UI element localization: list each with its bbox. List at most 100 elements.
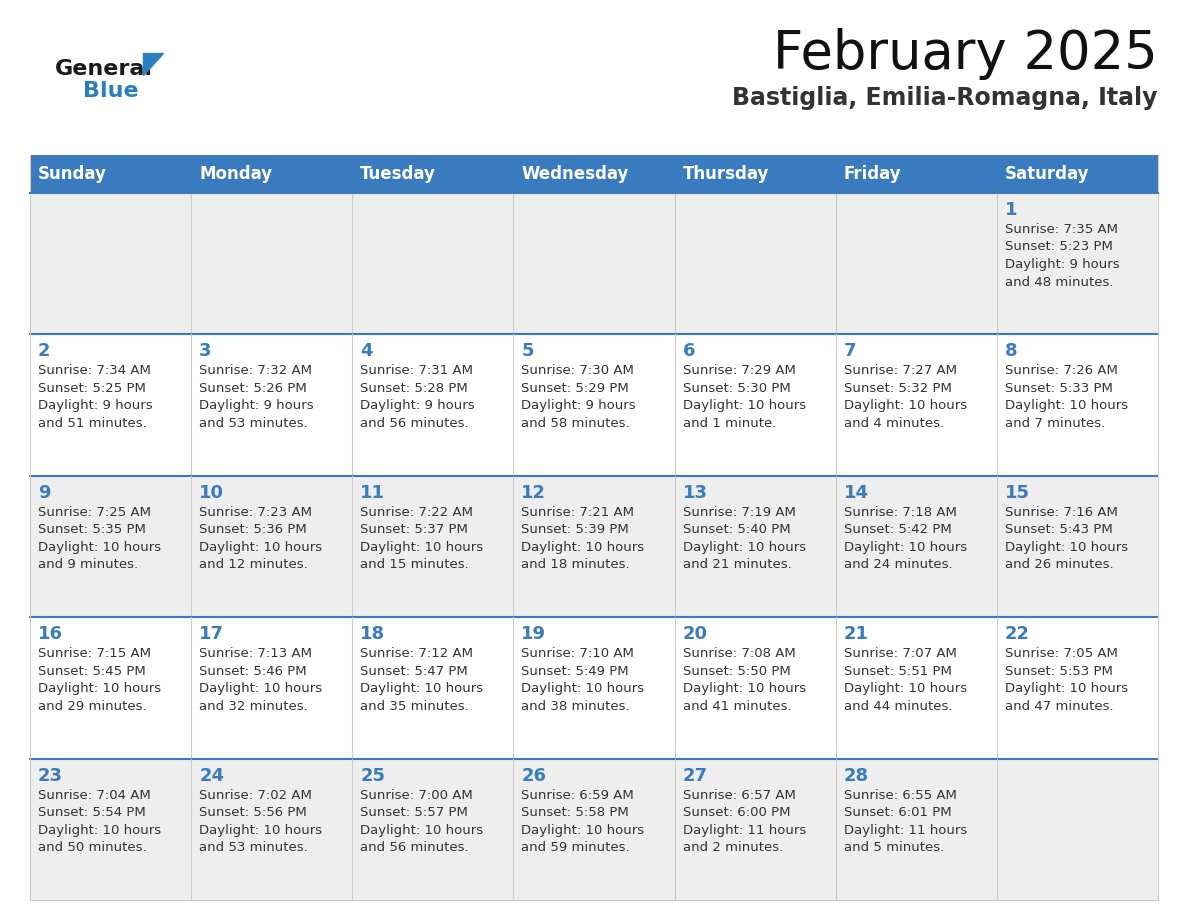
Text: Daylight: 9 hours: Daylight: 9 hours	[38, 399, 152, 412]
Text: Daylight: 10 hours: Daylight: 10 hours	[522, 682, 645, 695]
Text: and 2 minutes.: and 2 minutes.	[683, 841, 783, 854]
Text: and 47 minutes.: and 47 minutes.	[1005, 700, 1113, 712]
Text: Sunrise: 7:32 AM: Sunrise: 7:32 AM	[200, 364, 312, 377]
Text: and 32 minutes.: and 32 minutes.	[200, 700, 308, 712]
Text: Sunset: 5:33 PM: Sunset: 5:33 PM	[1005, 382, 1113, 395]
Text: Daylight: 10 hours: Daylight: 10 hours	[683, 399, 805, 412]
Text: Sunset: 5:23 PM: Sunset: 5:23 PM	[1005, 241, 1113, 253]
Text: 18: 18	[360, 625, 385, 644]
Text: and 41 minutes.: and 41 minutes.	[683, 700, 791, 712]
Text: Daylight: 10 hours: Daylight: 10 hours	[200, 823, 322, 836]
Text: and 26 minutes.: and 26 minutes.	[1005, 558, 1113, 571]
Text: Sunset: 5:58 PM: Sunset: 5:58 PM	[522, 806, 630, 819]
Text: Sunset: 5:43 PM: Sunset: 5:43 PM	[1005, 523, 1113, 536]
Text: and 51 minutes.: and 51 minutes.	[38, 417, 147, 430]
Text: Wednesday: Wednesday	[522, 165, 628, 183]
Text: Sunrise: 7:10 AM: Sunrise: 7:10 AM	[522, 647, 634, 660]
Text: Daylight: 10 hours: Daylight: 10 hours	[38, 541, 162, 554]
Text: Daylight: 10 hours: Daylight: 10 hours	[843, 541, 967, 554]
Text: Thursday: Thursday	[683, 165, 769, 183]
Text: and 29 minutes.: and 29 minutes.	[38, 700, 146, 712]
Polygon shape	[143, 53, 163, 75]
Text: 19: 19	[522, 625, 546, 644]
Text: Sunrise: 7:05 AM: Sunrise: 7:05 AM	[1005, 647, 1118, 660]
Text: Daylight: 10 hours: Daylight: 10 hours	[843, 682, 967, 695]
Text: 21: 21	[843, 625, 868, 644]
Text: and 15 minutes.: and 15 minutes.	[360, 558, 469, 571]
Text: 26: 26	[522, 767, 546, 785]
Text: 20: 20	[683, 625, 708, 644]
Text: Daylight: 9 hours: Daylight: 9 hours	[1005, 258, 1119, 271]
Text: Daylight: 10 hours: Daylight: 10 hours	[38, 682, 162, 695]
Text: Sunset: 5:45 PM: Sunset: 5:45 PM	[38, 665, 146, 677]
Text: Sunset: 5:51 PM: Sunset: 5:51 PM	[843, 665, 952, 677]
Text: Daylight: 10 hours: Daylight: 10 hours	[1005, 682, 1127, 695]
Text: Blue: Blue	[83, 81, 139, 101]
Text: Sunrise: 7:16 AM: Sunrise: 7:16 AM	[1005, 506, 1118, 519]
Text: Daylight: 9 hours: Daylight: 9 hours	[522, 399, 636, 412]
Text: Sunset: 5:39 PM: Sunset: 5:39 PM	[522, 523, 630, 536]
Text: Sunset: 5:46 PM: Sunset: 5:46 PM	[200, 665, 307, 677]
Text: 1: 1	[1005, 201, 1017, 219]
Text: Sunset: 5:28 PM: Sunset: 5:28 PM	[360, 382, 468, 395]
Text: Friday: Friday	[843, 165, 902, 183]
Text: Sunset: 6:00 PM: Sunset: 6:00 PM	[683, 806, 790, 819]
Text: Sunset: 5:53 PM: Sunset: 5:53 PM	[1005, 665, 1113, 677]
Text: 17: 17	[200, 625, 225, 644]
Text: Sunrise: 7:35 AM: Sunrise: 7:35 AM	[1005, 223, 1118, 236]
Text: and 5 minutes.: and 5 minutes.	[843, 841, 944, 854]
Bar	[30, 617, 1158, 758]
Text: Saturday: Saturday	[1005, 165, 1089, 183]
Text: Sunset: 5:49 PM: Sunset: 5:49 PM	[522, 665, 630, 677]
Text: Sunrise: 7:23 AM: Sunrise: 7:23 AM	[200, 506, 312, 519]
Text: 6: 6	[683, 342, 695, 361]
Text: February 2025: February 2025	[773, 28, 1158, 80]
Text: and 12 minutes.: and 12 minutes.	[200, 558, 308, 571]
Text: and 56 minutes.: and 56 minutes.	[360, 417, 469, 430]
Text: Sunset: 5:56 PM: Sunset: 5:56 PM	[200, 806, 307, 819]
Text: Sunrise: 7:30 AM: Sunrise: 7:30 AM	[522, 364, 634, 377]
Text: Sunset: 5:29 PM: Sunset: 5:29 PM	[522, 382, 630, 395]
Text: Sunset: 5:36 PM: Sunset: 5:36 PM	[200, 523, 307, 536]
Text: and 38 minutes.: and 38 minutes.	[522, 700, 630, 712]
Text: 23: 23	[38, 767, 63, 785]
Text: Monday: Monday	[200, 165, 272, 183]
Text: Daylight: 10 hours: Daylight: 10 hours	[360, 682, 484, 695]
Text: Sunrise: 7:04 AM: Sunrise: 7:04 AM	[38, 789, 151, 801]
Text: Sunrise: 7:08 AM: Sunrise: 7:08 AM	[683, 647, 795, 660]
Text: and 50 minutes.: and 50 minutes.	[38, 841, 146, 854]
Text: Sunrise: 6:55 AM: Sunrise: 6:55 AM	[843, 789, 956, 801]
Bar	[30, 476, 1158, 617]
Text: Sunrise: 7:22 AM: Sunrise: 7:22 AM	[360, 506, 473, 519]
Text: 27: 27	[683, 767, 708, 785]
Bar	[30, 334, 1158, 476]
Text: 12: 12	[522, 484, 546, 502]
Text: Daylight: 11 hours: Daylight: 11 hours	[843, 823, 967, 836]
Text: Daylight: 10 hours: Daylight: 10 hours	[200, 682, 322, 695]
Text: Daylight: 10 hours: Daylight: 10 hours	[843, 399, 967, 412]
Text: Sunset: 5:54 PM: Sunset: 5:54 PM	[38, 806, 146, 819]
Text: 2: 2	[38, 342, 51, 361]
Text: Sunrise: 7:27 AM: Sunrise: 7:27 AM	[843, 364, 956, 377]
Text: Sunrise: 7:25 AM: Sunrise: 7:25 AM	[38, 506, 151, 519]
Text: Sunset: 5:57 PM: Sunset: 5:57 PM	[360, 806, 468, 819]
Text: 10: 10	[200, 484, 225, 502]
Text: and 21 minutes.: and 21 minutes.	[683, 558, 791, 571]
Text: and 59 minutes.: and 59 minutes.	[522, 841, 630, 854]
Text: Daylight: 10 hours: Daylight: 10 hours	[683, 541, 805, 554]
Text: 9: 9	[38, 484, 51, 502]
Text: and 1 minute.: and 1 minute.	[683, 417, 776, 430]
Text: 3: 3	[200, 342, 211, 361]
Text: 14: 14	[843, 484, 868, 502]
Text: and 4 minutes.: and 4 minutes.	[843, 417, 943, 430]
Text: 5: 5	[522, 342, 533, 361]
Text: 7: 7	[843, 342, 857, 361]
Text: Sunrise: 7:02 AM: Sunrise: 7:02 AM	[200, 789, 312, 801]
Text: Sunrise: 7:21 AM: Sunrise: 7:21 AM	[522, 506, 634, 519]
Text: 13: 13	[683, 484, 708, 502]
Text: Daylight: 10 hours: Daylight: 10 hours	[38, 823, 162, 836]
Text: Sunset: 5:30 PM: Sunset: 5:30 PM	[683, 382, 790, 395]
Text: Sunset: 5:40 PM: Sunset: 5:40 PM	[683, 523, 790, 536]
Text: and 18 minutes.: and 18 minutes.	[522, 558, 630, 571]
Text: Daylight: 9 hours: Daylight: 9 hours	[200, 399, 314, 412]
